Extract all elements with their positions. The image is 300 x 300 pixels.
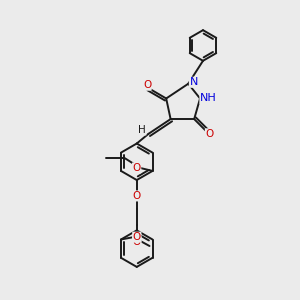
Text: O: O [133, 191, 141, 201]
Text: O: O [143, 80, 151, 90]
Text: O: O [133, 237, 141, 247]
Text: NH: NH [200, 94, 217, 103]
Text: O: O [206, 129, 214, 139]
Text: H: H [138, 125, 146, 135]
Text: O: O [133, 232, 141, 242]
Text: N: N [189, 77, 198, 87]
Text: O: O [133, 163, 141, 173]
